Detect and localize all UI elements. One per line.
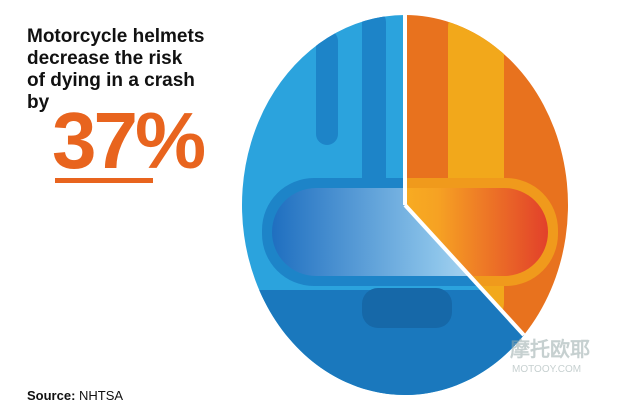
title-line: Motorcycle helmets (27, 26, 204, 47)
underline (55, 178, 153, 183)
watermark-url: MOTOOY.COM (512, 364, 581, 375)
value-label: 37% (52, 96, 205, 185)
source-text: NHTSA (79, 388, 123, 403)
title-line: by (27, 92, 50, 113)
title-line: decrease the risk (27, 48, 183, 69)
source: Source: NHTSA (27, 388, 123, 403)
watermark-name: 摩托欧耶 (510, 337, 590, 361)
title: Motorcycle helmets decrease the risk of … (27, 26, 204, 113)
source-label: Source: (27, 388, 75, 403)
slice-separator (403, 203, 526, 337)
watermark: 摩托欧耶 MOTOOY.COM (510, 337, 590, 375)
separators (403, 15, 526, 337)
title-line: of dying in a crash (27, 70, 195, 91)
